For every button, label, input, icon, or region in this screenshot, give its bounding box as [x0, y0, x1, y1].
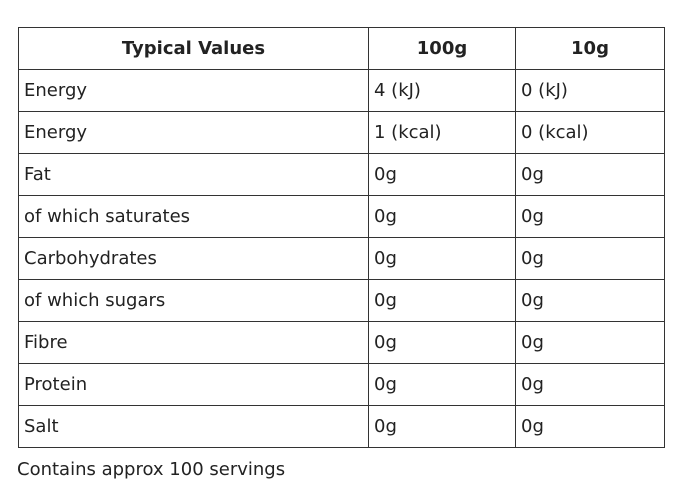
table-cell: 0g	[515, 153, 665, 196]
table-cell: 4 (kJ)	[368, 69, 516, 112]
table-row: Fat 0g 0g	[18, 153, 665, 196]
header-row: Typical Values 100g 10g	[18, 27, 665, 70]
header-cell: Typical Values	[18, 27, 369, 70]
table-body: Energy 4 (kJ) 0 (kJ) Energy 1 (kcal) 0 (kcal)…	[18, 69, 665, 448]
table-cell: 0g	[515, 363, 665, 406]
table-cell: 0g	[515, 237, 665, 280]
table-cell: 0g	[368, 237, 516, 280]
table-row: of which sugars 0g 0g	[18, 279, 665, 322]
table-row: Salt 0g 0g	[18, 405, 665, 448]
header-cell: 10g	[515, 27, 665, 70]
table-cell: Carbohydrates	[18, 237, 369, 280]
table-row: Energy 4 (kJ) 0 (kJ)	[18, 69, 665, 112]
table-cell: 0 (kcal)	[515, 111, 665, 154]
table-cell: 0g	[368, 195, 516, 238]
table-cell: Fibre	[18, 321, 369, 364]
table-cell: of which saturates	[18, 195, 369, 238]
table-cell: 0g	[368, 321, 516, 364]
table-cell: 0g	[368, 405, 516, 448]
table-cell: Fat	[18, 153, 369, 196]
table-cell: 0g	[368, 153, 516, 196]
table-cell: Energy	[18, 69, 369, 112]
table-row: Energy 1 (kcal) 0 (kcal)	[18, 111, 665, 154]
table-cell: 0g	[368, 279, 516, 322]
footer-note: Contains approx 100 servings	[17, 459, 286, 480]
table-cell: 1 (kcal)	[368, 111, 516, 154]
header-cell: 100g	[368, 27, 516, 70]
table-row: Protein 0g 0g	[18, 363, 665, 406]
table-cell: of which sugars	[18, 279, 369, 322]
table-cell: 0 (kJ)	[515, 69, 665, 112]
table-cell: Salt	[18, 405, 369, 448]
table-cell: 0g	[368, 363, 516, 406]
table-row: Fibre 0g 0g	[18, 321, 665, 364]
table-row: Carbohydrates 0g 0g	[18, 237, 665, 280]
nutrition-table: Typical Values 100g 10g Energy 4 (kJ) 0 (kJ)…	[18, 27, 665, 448]
table-cell: Protein	[18, 363, 369, 406]
table-cell: 0g	[515, 195, 665, 238]
table-row: of which saturates 0g 0g	[18, 195, 665, 238]
table-cell: 0g	[515, 321, 665, 364]
table-cell: 0g	[515, 405, 665, 448]
table-cell: Energy	[18, 111, 369, 154]
table-cell: 0g	[515, 279, 665, 322]
